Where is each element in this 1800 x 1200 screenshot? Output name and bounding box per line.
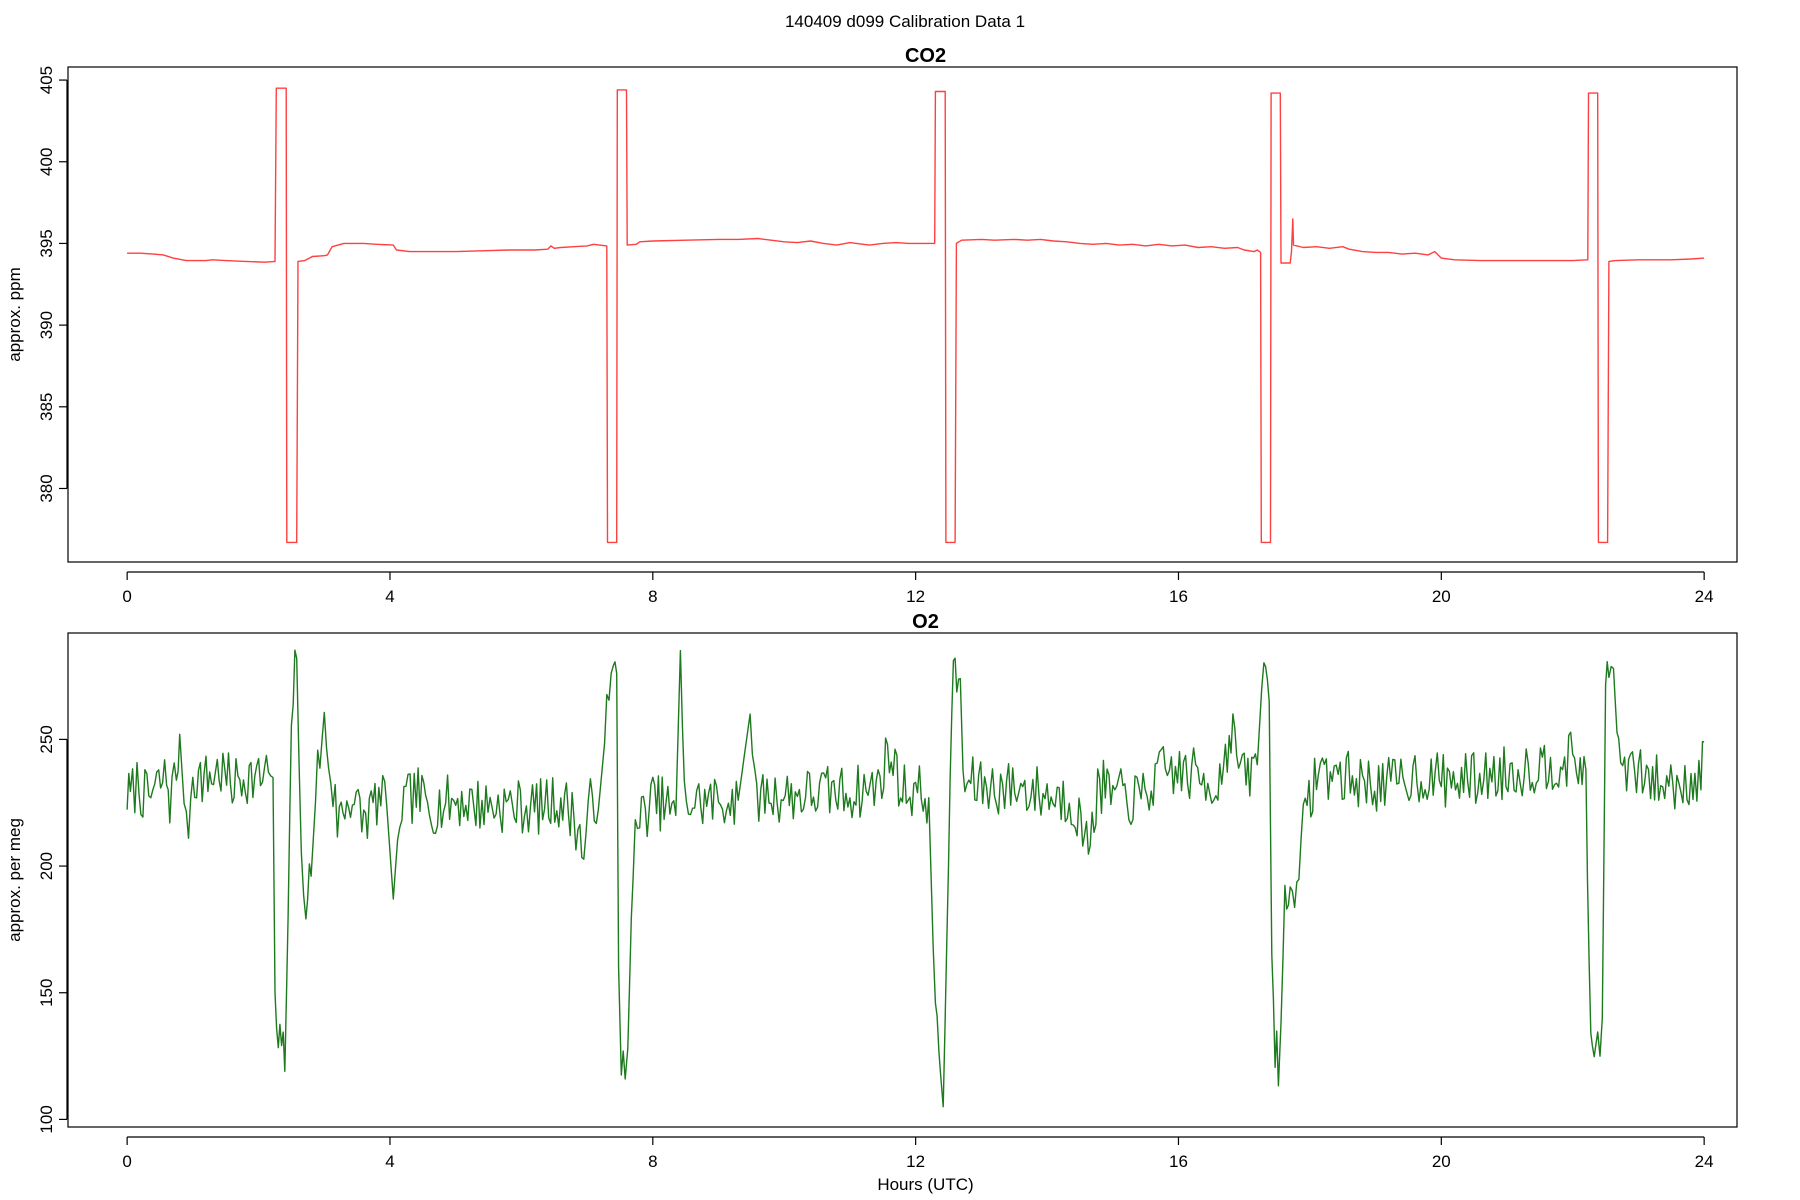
o2-panel: O2 0 4 8 12 16 20 24 100 150 200 250 approx. per meg…: [5, 611, 1738, 1194]
o2-x-tick-label: 16: [1169, 1152, 1188, 1171]
co2-panel-title: CO2: [905, 45, 946, 67]
co2-plot-frame: [67, 66, 1738, 563]
o2-x-tick-label: 20: [1432, 1152, 1451, 1171]
o2-x-tick-label: 0: [122, 1152, 131, 1171]
o2-x-tick-label: 8: [648, 1152, 657, 1171]
o2-y-tick-label: 150: [37, 979, 56, 1007]
co2-panel: CO2 0 4 8 12 16 20 24 380 385 390 395 400 405 approx. …: [5, 45, 1738, 606]
o2-y-axis-title: approx. per meg: [5, 818, 24, 942]
o2-y-tick-label: 250: [37, 725, 56, 753]
co2-x-tick-label: 0: [122, 587, 131, 606]
figure-title: 140409 d099 Calibration Data 1: [785, 12, 1025, 31]
co2-y-tick-label: 380: [37, 474, 56, 502]
o2-panel-title: O2: [912, 611, 939, 633]
o2-series-line: [126, 649, 1705, 1108]
co2-y-tick-label: 385: [37, 393, 56, 421]
o2-y-tick-label: 100: [37, 1105, 56, 1133]
co2-x-tick-label: 16: [1169, 587, 1188, 606]
co2-x-tick-label: 12: [906, 587, 925, 606]
co2-x-tick-label: 8: [648, 587, 657, 606]
co2-y-axis-title: approx. ppm: [5, 267, 24, 362]
co2-y-tick-label: 390: [37, 311, 56, 339]
o2-x-tick-label: 4: [385, 1152, 394, 1171]
o2-y-tick-label: 200: [37, 852, 56, 880]
co2-x-tick-label: 24: [1695, 587, 1714, 606]
co2-y-tick-label: 395: [37, 229, 56, 257]
co2-x-tick-label: 4: [385, 587, 394, 606]
co2-y-tick-label: 405: [37, 66, 56, 94]
co2-series-line: [127, 87, 1705, 544]
o2-x-tick-label: 12: [906, 1152, 925, 1171]
o2-x-axis-title: Hours (UTC): [877, 1175, 973, 1194]
o2-plot-frame: [67, 632, 1738, 1128]
co2-y-tick-label: 400: [37, 148, 56, 176]
co2-x-tick-label: 20: [1432, 587, 1451, 606]
o2-x-tick-label: 24: [1695, 1152, 1714, 1171]
